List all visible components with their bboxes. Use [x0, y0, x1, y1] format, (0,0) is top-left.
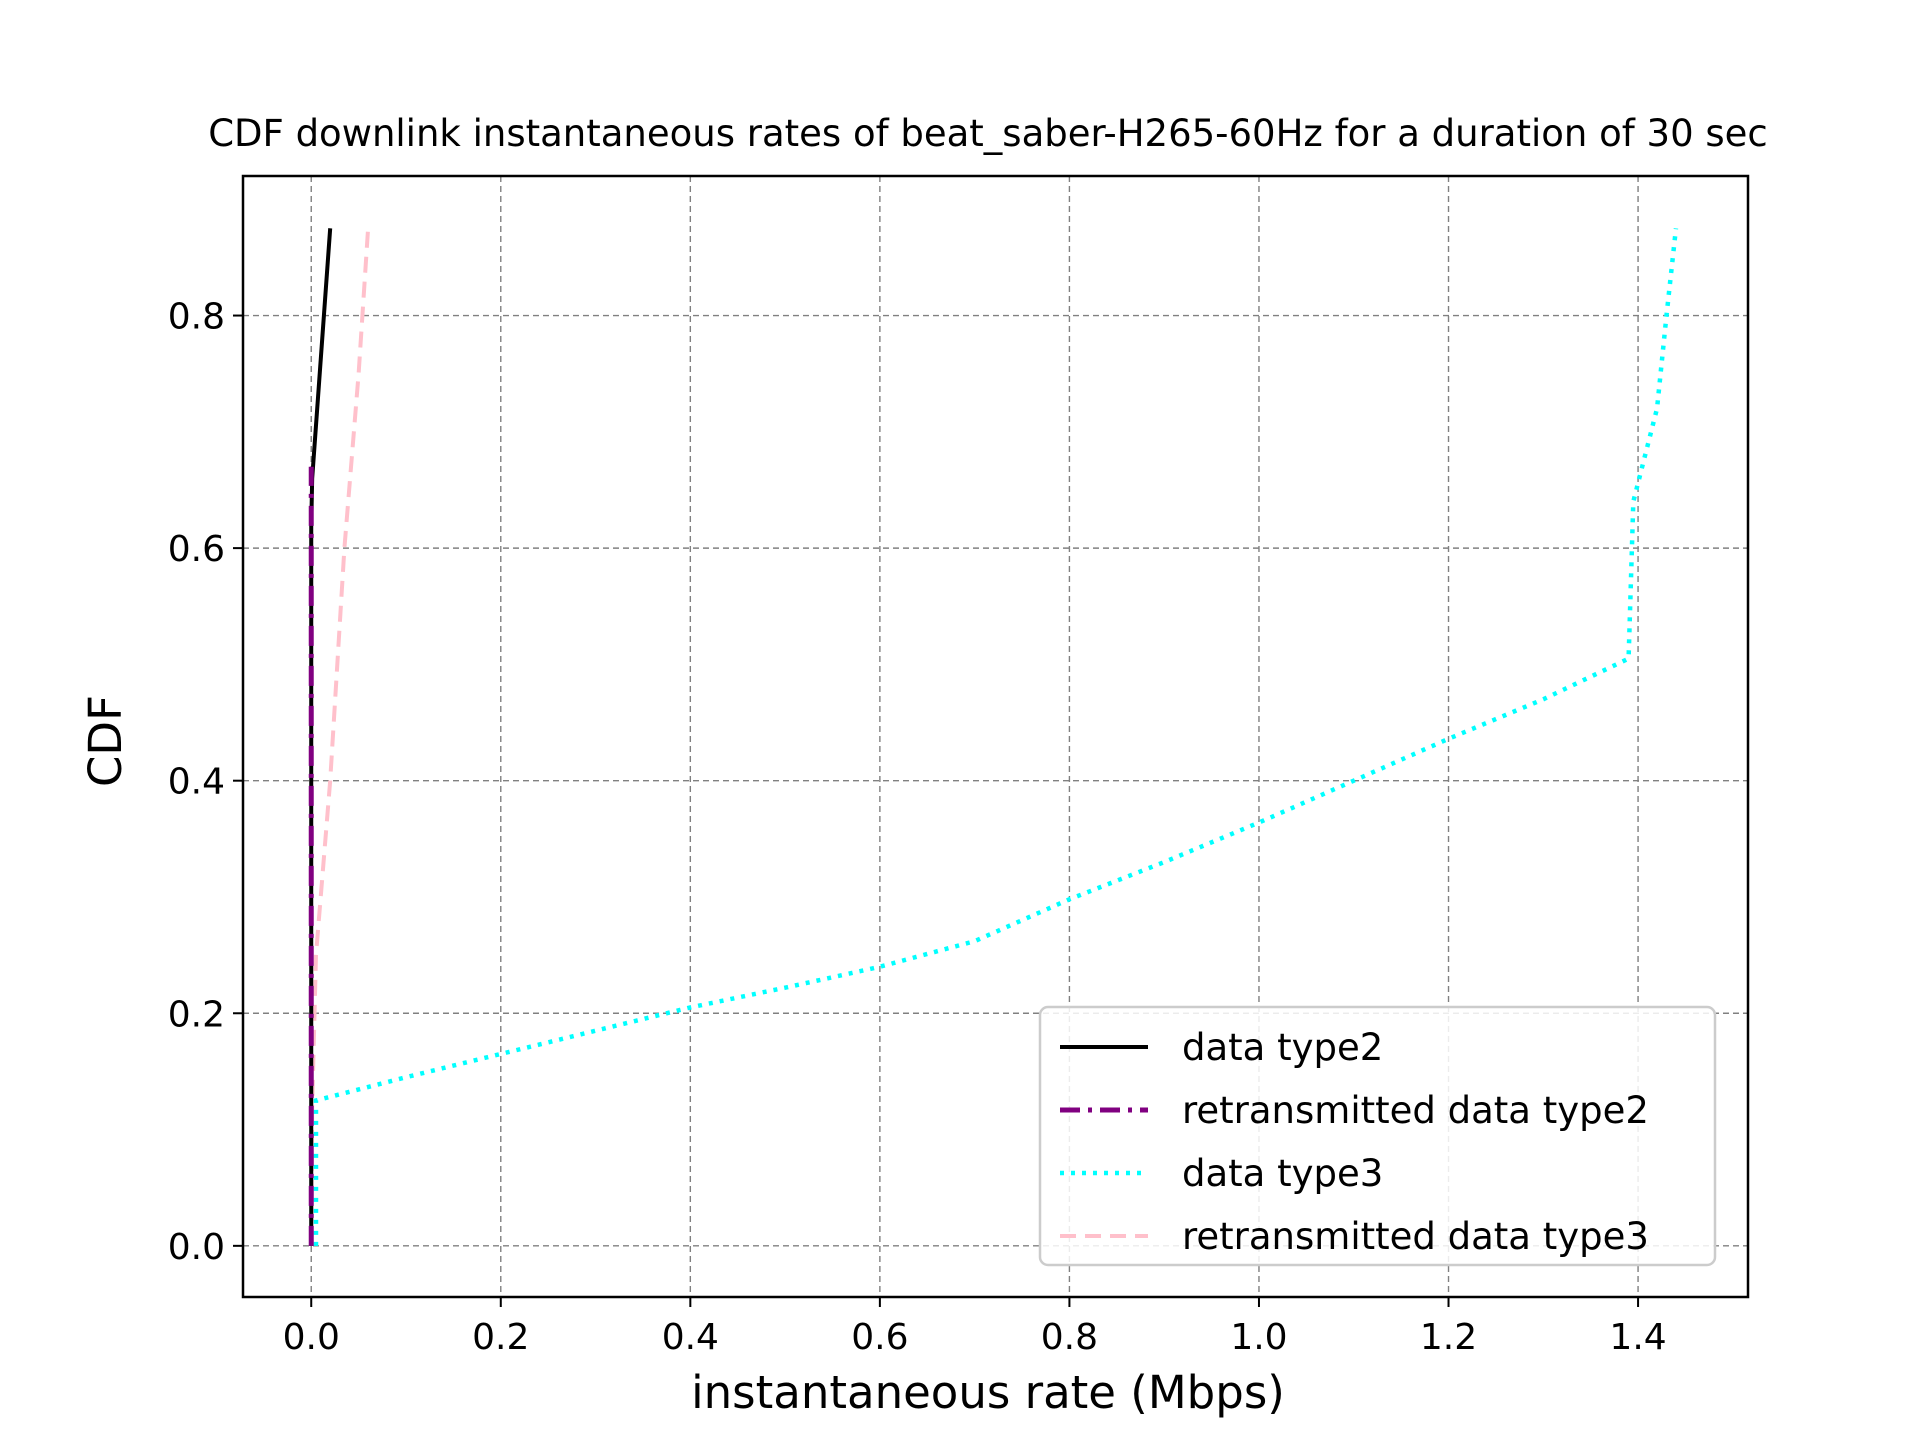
legend-label: data type2 — [1182, 1026, 1383, 1069]
x-tick-label: 0.8 — [1041, 1317, 1098, 1358]
y-tick-label: 0.2 — [168, 994, 225, 1035]
legend-box — [1038, 1005, 1717, 1267]
y-tick-label: 0.4 — [168, 762, 225, 803]
y-tick-label: 0.6 — [168, 529, 225, 570]
legend-items: data type2 retransmitted data type2 data t… — [1060, 1026, 1649, 1258]
y-tick-label: 0.8 — [168, 297, 225, 338]
x-axis-label: instantaneous rate (Mbps) — [691, 1366, 1285, 1419]
series-layer — [308, 228, 1679, 1246]
chart-title: CDF downlink instantaneous rates of beat… — [208, 112, 1768, 155]
plot-area-frame — [241, 174, 1750, 1299]
x-tick-label: 0.0 — [283, 1317, 340, 1358]
x-tick-label: 0.4 — [662, 1317, 719, 1358]
x-tick-label: 1.0 — [1230, 1317, 1287, 1358]
tick-layer: 0.0 0.2 0.4 0.6 0.8 1.0 1.2 1.4 0.0 0.2 0.4 0.6 0.8 — [168, 297, 1667, 1358]
legend-label: data type3 — [1182, 1152, 1383, 1195]
x-tick-label: 1.4 — [1609, 1317, 1666, 1358]
x-tick-label: 0.2 — [472, 1317, 529, 1358]
y-axis-label: CDF — [79, 695, 132, 787]
legend-label: retransmitted data type2 — [1182, 1089, 1649, 1132]
legend-label: retransmitted data type3 — [1182, 1215, 1649, 1258]
series-line-3 — [313, 228, 1679, 1246]
legend: data type2 retransmitted data type2 data t… — [1038, 1005, 1717, 1267]
x-tick-label: 0.6 — [851, 1317, 908, 1358]
y-tick-label: 0.0 — [168, 1227, 225, 1268]
x-tick-label: 1.2 — [1420, 1317, 1477, 1358]
